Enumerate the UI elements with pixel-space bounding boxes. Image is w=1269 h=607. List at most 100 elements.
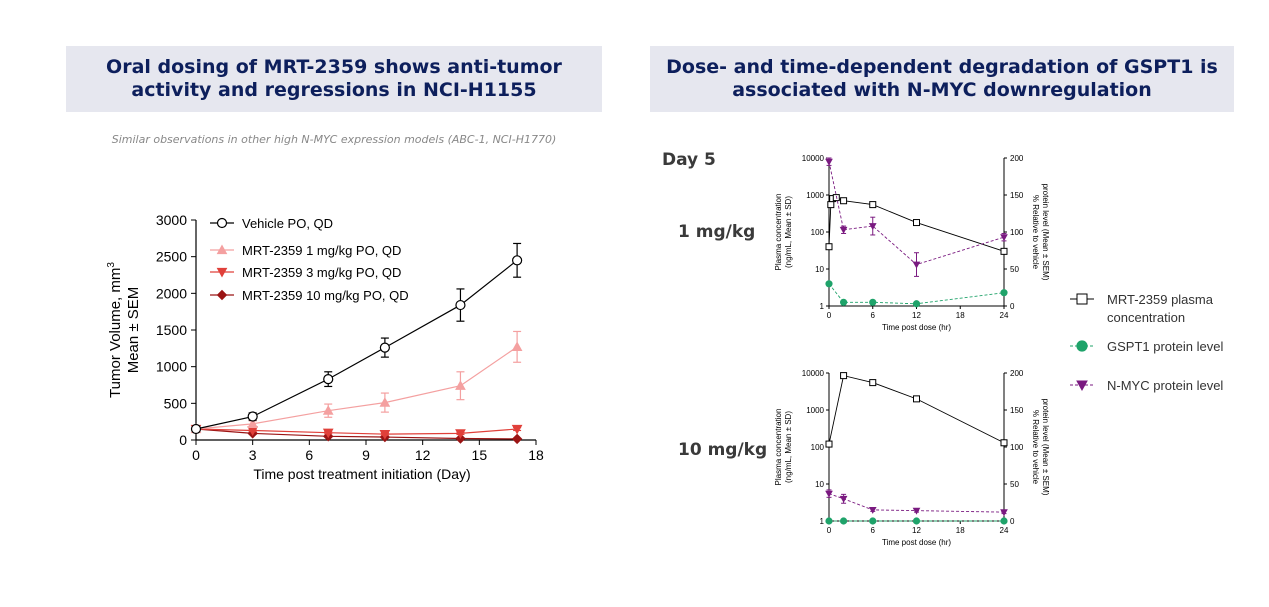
left-tick-label: 1000	[806, 191, 824, 200]
right-tick-label: 0	[1010, 517, 1015, 526]
left-tick-label: 1000	[806, 406, 824, 415]
data-point	[825, 490, 833, 498]
x-tick-label: 12	[415, 447, 431, 463]
data-point	[379, 430, 391, 440]
y-axis-label-2: Mean ± SEM	[125, 287, 142, 374]
legend-label: MRT-2359 1 mg/kg PO, QD	[242, 243, 401, 258]
data-point	[825, 243, 833, 251]
pk-pd-chart-10mg: 1 10 100 1000 10000 0 50 100 150 200 0 6 12 18 24 Time …	[774, 369, 1050, 547]
data-point	[1000, 247, 1008, 255]
right-panel-title: Dose- and time-dependent degradation of …	[650, 46, 1234, 112]
x-tick-label: 18	[956, 311, 965, 320]
x-tick-label: 9	[362, 447, 370, 463]
data-point	[839, 226, 848, 234]
right-title-line-2: associated with N-MYC downregulation	[732, 79, 1152, 101]
data-point	[840, 197, 848, 205]
right-title-line-1: Dose- and time-dependent degradation of …	[666, 56, 1218, 78]
left-axis-label-1: Plasma concentration	[774, 409, 783, 486]
x-tick-label: 18	[528, 447, 544, 463]
x-tick-label: 6	[871, 311, 876, 320]
legend-label: Vehicle PO, QD	[242, 216, 333, 231]
legend-marker	[216, 289, 228, 301]
x-tick-label: 12	[912, 526, 921, 535]
left-tick-label: 1	[820, 302, 825, 311]
x-tick-label: 15	[472, 447, 488, 463]
data-point	[1000, 289, 1008, 297]
footnote: Similar observations in other high N-MYC…	[111, 133, 557, 146]
data-point	[1000, 517, 1008, 525]
data-point	[322, 405, 334, 415]
right-axis-label-1: % Relative to vehicle	[1031, 195, 1040, 270]
data-point	[511, 424, 523, 435]
data-point	[869, 517, 877, 525]
right-tick-label: 50	[1010, 265, 1019, 274]
series-line	[828, 161, 1005, 266]
data-point	[323, 374, 334, 385]
x-axis-label: Time post dose (hr)	[882, 323, 951, 332]
data-point	[825, 517, 833, 525]
data-point	[825, 440, 833, 448]
data-point	[322, 428, 334, 439]
data-point	[455, 299, 466, 311]
data-point	[839, 298, 848, 306]
data-point	[868, 507, 877, 514]
y-tick-label: 3000	[156, 212, 187, 228]
right-tick-label: 100	[1010, 443, 1024, 452]
data-point	[1000, 234, 1008, 242]
dose-label-1mg: 1 mg/kg	[678, 222, 756, 242]
left-title-line-2: activity and regressions in NCI-H1155	[131, 79, 537, 101]
left-tick-label: 10000	[802, 154, 825, 163]
series-line	[195, 428, 518, 440]
data-point	[912, 261, 921, 269]
y-tick-label: 2500	[156, 249, 187, 265]
data-point	[869, 379, 877, 387]
right-tick-label: 150	[1010, 191, 1024, 200]
data-point	[839, 517, 848, 525]
data-point	[1000, 439, 1008, 447]
data-point	[912, 517, 921, 525]
y-tick-label: 1500	[156, 322, 187, 338]
right-axis-label-1: % Relative to vehicle	[1031, 410, 1040, 485]
y-axis-label: Tumor Volume, mm3	[106, 262, 124, 398]
x-tick-label: 0	[192, 447, 200, 463]
data-point	[913, 219, 920, 227]
left-axis-label-2: (ng/mL, Mean ± SD)	[784, 196, 793, 268]
left-tick-label: 10	[815, 480, 824, 489]
legend-label: N-MYC protein level	[1107, 378, 1223, 393]
right-tick-label: 200	[1010, 369, 1024, 378]
right-tick-label: 50	[1010, 480, 1019, 489]
tumor-volume-chart: 0 500 1000 1500 2000 2500 3000 0 3 6 9 12 15 18 Time p…	[106, 212, 544, 482]
data-point	[247, 411, 258, 422]
left-axis-label-1: Plasma concentration	[774, 194, 783, 271]
series-line	[195, 259, 518, 430]
dose-label-10mg: 10 mg/kg	[678, 440, 768, 460]
legend-label-line-2: concentration	[1107, 310, 1185, 325]
x-tick-label: 12	[912, 311, 921, 320]
data-point	[912, 300, 921, 308]
data-point	[190, 423, 202, 435]
legend-marker	[1076, 340, 1088, 352]
right-tick-label: 100	[1010, 228, 1024, 237]
series-line	[195, 346, 518, 430]
pk-pd-chart-1mg: 1 10 100 1000 10000 0 50 100 150 200 0 6 12 18 24 Time …	[774, 154, 1050, 332]
left-tick-label: 1	[820, 517, 825, 526]
data-point	[1000, 509, 1008, 517]
legend-label: MRT-2359 plasma	[1107, 292, 1214, 307]
right-tick-label: 0	[1010, 302, 1015, 311]
data-point	[512, 255, 523, 266]
data-point	[247, 418, 259, 428]
x-tick-label: 6	[871, 526, 876, 535]
left-tick-label: 10	[815, 265, 824, 274]
x-tick-label: 6	[305, 447, 313, 463]
data-point	[511, 341, 523, 351]
left-title-line-1: Oral dosing of MRT-2359 shows anti-tumor	[106, 56, 562, 78]
data-point	[840, 372, 848, 380]
legend-marker	[216, 244, 228, 255]
legend-marker	[1076, 293, 1088, 305]
left-panel-title: Oral dosing of MRT-2359 shows anti-tumor…	[66, 46, 602, 112]
left-axis-label-2: (ng/mL, Mean ± SD)	[784, 411, 793, 483]
right-axis-label-2: protein level (Mean ± SEM)	[1041, 399, 1050, 496]
y-tick-label: 1000	[156, 359, 187, 375]
legend-marker	[1076, 380, 1088, 392]
series-line	[195, 428, 518, 435]
